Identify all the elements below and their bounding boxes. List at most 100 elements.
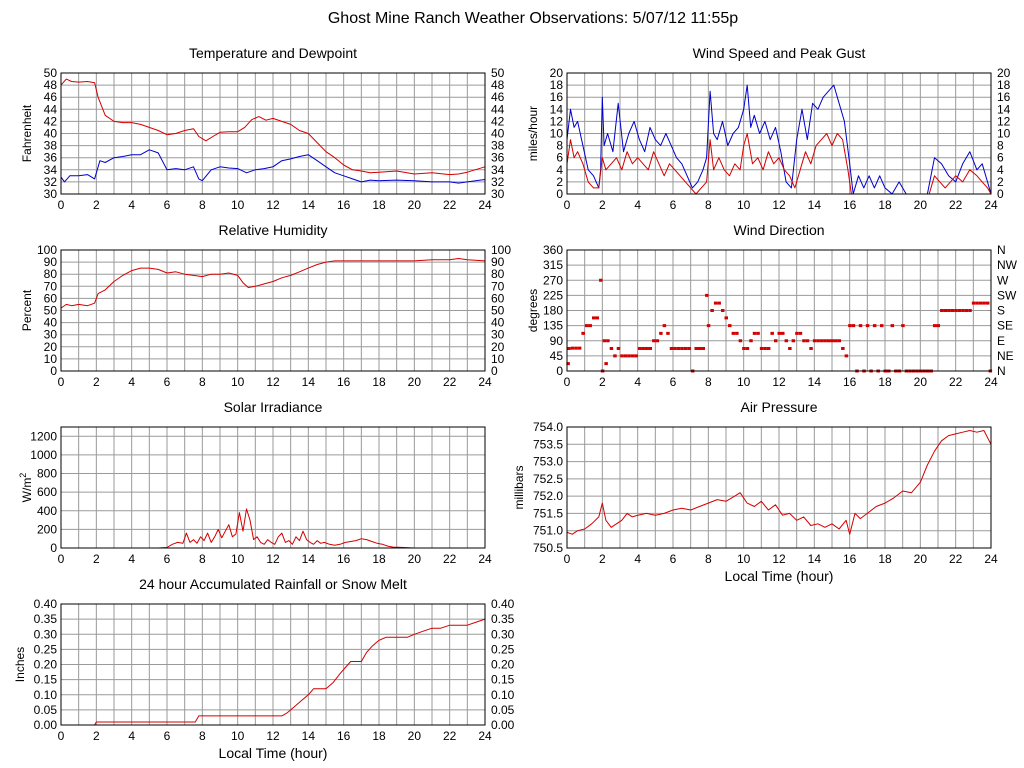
data-point [766,346,771,350]
series-line-0 [61,618,486,726]
data-point [890,324,895,328]
x-tick-label: 24 [478,729,492,743]
chart-title: 24 hour Accumulated Rainfall or Snow Mel… [139,576,407,592]
x-tick-label: 6 [164,375,171,389]
x-tick-label: 14 [302,198,316,212]
y-tick-label: 0.10 [34,688,58,702]
right-tick-label: 0.15 [491,673,515,687]
x-tick-label: 0 [564,552,571,566]
y-tick-label: 1000 [30,448,57,462]
data-point [940,309,944,312]
y-tick-label: 0.25 [34,642,58,656]
y-tick-label: 100 [37,243,57,257]
y-tick-label: 753.5 [533,437,563,451]
y-tick-label: 0 [50,541,57,555]
y-axis-label: W/m2 [18,473,34,503]
x-tick-label: 4 [128,375,135,389]
x-tick-label: 16 [843,198,857,212]
chart-title: Air Pressure [740,399,817,415]
right-tick-label: W [997,273,1009,287]
data-point [724,316,728,320]
data-point [577,346,582,350]
right-tick-label: S [997,304,1005,318]
data-point [698,346,702,350]
x-tick-label: 14 [808,375,822,389]
y-tick-label: 50 [44,66,58,80]
series-line-0 [61,508,485,549]
right-tick-label: 0.20 [491,658,515,672]
right-tick-label: 20 [491,340,505,354]
data-point [637,346,642,350]
x-tick-label: 20 [408,198,422,212]
x-tick-label: 14 [302,375,316,389]
x-tick-label: 6 [164,729,171,743]
data-point [669,346,674,350]
right-tick-label: 40 [491,316,505,330]
y-axis-label: Fahrenheit [20,104,34,162]
right-tick-label: N [997,364,1006,378]
x-tick-label: 24 [984,375,998,389]
x-tick-label: 8 [705,375,712,389]
right-tick-label: NE [997,349,1014,363]
x-tick-label: 0 [58,375,65,389]
x-tick-label: 22 [443,552,457,566]
x-tick-label: 18 [372,375,386,389]
x-tick-label: 14 [808,552,822,566]
x-tick-label: 6 [164,198,171,212]
x-tick-label: 2 [93,729,100,743]
data-point [985,301,990,305]
y-tick-label: 751.0 [533,524,563,538]
x-tick-label: 14 [808,198,822,212]
y-axis-label: millibars [512,465,526,509]
x-tick-label: 10 [231,729,245,743]
x-tick-label: 4 [128,198,135,212]
x-tick-label: 24 [478,198,492,212]
data-point [978,301,983,305]
data-point [705,293,709,297]
y-tick-label: 18 [550,78,564,92]
y-tick-label: 600 [37,485,57,499]
x-tick-label: 4 [634,552,641,566]
right-tick-label: 0.00 [491,718,515,732]
data-point [655,339,660,343]
y-tick-label: 48 [44,78,58,92]
data-point [592,316,596,320]
x-tick-label: 22 [949,375,963,389]
x-tick-label: 24 [478,375,492,389]
data-point [745,346,750,350]
data-point [837,339,842,343]
x-tick-label: 6 [670,375,677,389]
y-axis-label: Percent [20,289,34,331]
right-tick-label: 0 [491,364,498,378]
chart-title: Relative Humidity [219,222,328,238]
y-tick-label: 0.00 [34,718,58,732]
right-tick-label: 48 [491,78,505,92]
x-tick-label: 10 [737,375,751,389]
y-axis-label: Inches [13,647,27,682]
right-tick-label: 40 [491,127,505,141]
x-tick-label: 20 [408,552,422,566]
data-point [731,331,736,335]
right-tick-label: 38 [491,139,505,153]
x-tick-label: 22 [443,198,457,212]
x-tick-label: 18 [878,375,892,389]
plot-frame [60,72,486,195]
right-tick-label: 34 [491,163,505,177]
series-line-0 [60,258,486,309]
data-point [713,301,718,305]
y-tick-label: 10 [44,352,58,366]
y-tick-label: 752.5 [533,472,563,486]
x-tick-label: 24 [984,552,998,566]
data-point [968,309,972,312]
data-point [770,331,774,335]
data-point [975,301,979,305]
data-point [865,324,870,328]
chart-title: Temperature and Dewpoint [189,45,357,61]
right-tick-label: 0.30 [491,627,515,641]
right-tick-label: 50 [491,66,505,80]
right-tick-label: 16 [997,90,1011,104]
y-tick-label: 36 [44,151,58,165]
plot-frame [566,426,992,549]
data-point [735,331,739,335]
right-tick-label: 18 [997,78,1011,92]
